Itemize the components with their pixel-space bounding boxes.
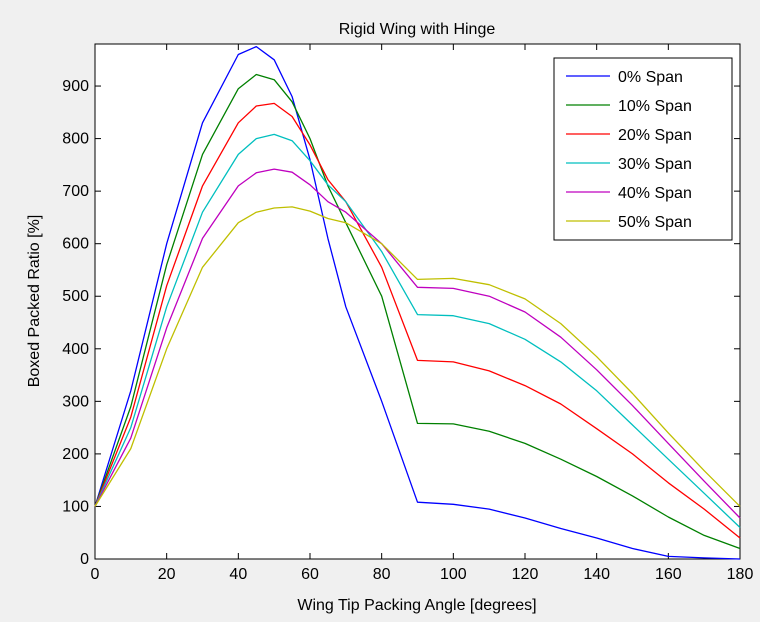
y-tick-label: 200 bbox=[62, 446, 89, 463]
legend-label: 30% Span bbox=[618, 156, 692, 173]
y-axis-label: Boxed Packed Ratio [%] bbox=[26, 215, 43, 388]
x-axis-label: Wing Tip Packing Angle [degrees] bbox=[297, 597, 536, 614]
legend-box bbox=[553, 57, 733, 241]
series-lines bbox=[94, 45, 741, 560]
x-tick-label: 180 bbox=[727, 566, 754, 583]
x-tick-label: 120 bbox=[512, 566, 539, 583]
x-tick-label: 60 bbox=[301, 566, 319, 583]
series-line-50-span bbox=[94, 206, 741, 507]
legend-label: 0% Span bbox=[618, 69, 683, 86]
x-tick-label: 40 bbox=[229, 566, 247, 583]
x-axis-ticks: 0 20 40 60 80 100 120 140 160 180 bbox=[91, 44, 754, 583]
legend-label: 20% Span bbox=[618, 127, 692, 144]
y-tick-label: 500 bbox=[62, 288, 89, 305]
x-tick-label: 20 bbox=[158, 566, 176, 583]
y-tick-label: 600 bbox=[62, 236, 89, 253]
y-axis-ticks: 0 100 200 300 400 500 600 700 800 900 bbox=[62, 78, 740, 568]
chart-title: Rigid Wing with Hinge bbox=[339, 21, 496, 38]
y-tick-label: 300 bbox=[62, 393, 89, 410]
y-tick-label: 400 bbox=[62, 341, 89, 358]
x-tick-label: 140 bbox=[583, 566, 610, 583]
legend: 0% Span 10% Span 20% Span 30% Span 40% Span 5… bbox=[553, 57, 733, 241]
x-tick-label: 0 bbox=[91, 566, 100, 583]
legend-label: 10% Span bbox=[618, 98, 692, 115]
y-tick-label: 100 bbox=[62, 498, 89, 515]
y-tick-label: 0 bbox=[80, 551, 89, 568]
y-tick-label: 800 bbox=[62, 131, 89, 148]
y-tick-label: 900 bbox=[62, 78, 89, 95]
y-tick-label: 700 bbox=[62, 183, 89, 200]
series-line-10-span bbox=[94, 73, 741, 550]
legend-label: 40% Span bbox=[618, 185, 692, 202]
x-tick-label: 100 bbox=[440, 566, 467, 583]
series-line-40-span bbox=[94, 168, 741, 519]
series-line-20-span bbox=[94, 102, 741, 539]
x-tick-label: 80 bbox=[373, 566, 391, 583]
series-line-0-span bbox=[94, 45, 741, 560]
x-tick-label: 160 bbox=[655, 566, 682, 583]
series-line-30-span bbox=[94, 133, 741, 528]
legend-label: 50% Span bbox=[618, 214, 692, 231]
